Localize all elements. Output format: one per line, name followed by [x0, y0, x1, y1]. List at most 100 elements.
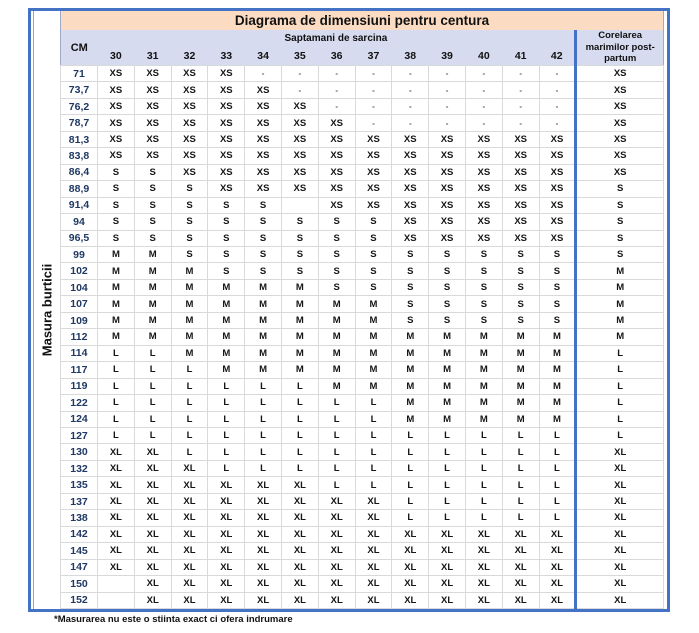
cm-value: 73,7	[60, 81, 98, 99]
cm-value: 137	[60, 492, 98, 511]
size-cell: -	[354, 97, 393, 116]
size-cell: S	[244, 213, 282, 231]
size-cell: XL	[133, 476, 172, 494]
size-cell: XS	[207, 180, 246, 198]
size-cell: XS	[207, 81, 246, 99]
size-cell: XL	[354, 509, 393, 527]
size-cell: M	[244, 361, 282, 379]
postpartum-size-cell: XL	[574, 542, 664, 560]
size-cell: M	[280, 328, 319, 346]
size-cell: L	[207, 410, 246, 428]
size-cell: XL	[170, 476, 209, 494]
size-cell: S	[207, 196, 246, 215]
size-cell: XS	[538, 180, 577, 198]
size-cell: S	[317, 278, 356, 297]
size-cell: S	[280, 245, 319, 264]
cm-value: 138	[60, 509, 98, 527]
size-cell: S	[501, 311, 540, 330]
size-cell: M	[464, 344, 503, 363]
size-cell: XL	[464, 525, 503, 544]
size-cell: L	[207, 377, 246, 396]
table-row: 91,4 S S S S S XS XS XS XS XS XS XS S	[60, 196, 664, 215]
size-cell: S	[428, 311, 466, 330]
week-column-header: 37	[355, 46, 392, 66]
size-cell: L	[244, 394, 282, 412]
size-cell: XS	[97, 64, 135, 83]
size-cell: L	[391, 476, 430, 494]
size-cell: M	[97, 295, 135, 313]
size-cell: XL	[170, 492, 209, 511]
size-cell: S	[501, 262, 540, 280]
size-cell: M	[391, 410, 430, 428]
size-cell: M	[538, 328, 577, 346]
size-cell: M	[464, 377, 503, 396]
size-cell: XS	[280, 97, 319, 116]
size-cell: S	[170, 245, 209, 264]
size-cell: XL	[354, 575, 393, 593]
size-cell: S	[97, 163, 135, 182]
size-cell: L	[280, 443, 319, 461]
size-cell: XS	[354, 196, 393, 215]
size-cell: XL	[464, 542, 503, 560]
postpartum-size-cell: L	[574, 426, 664, 445]
size-cell: M	[244, 344, 282, 363]
size-cell: XS	[133, 114, 172, 132]
size-cell: XS	[170, 97, 209, 116]
size-cell: XS	[244, 130, 282, 149]
size-cell: -	[501, 64, 540, 83]
postpartum-size-cell: XL	[574, 591, 664, 609]
size-cell: L	[391, 443, 430, 461]
size-cell: M	[207, 361, 246, 379]
size-cell: S	[244, 262, 282, 280]
size-cell: XL	[133, 558, 172, 577]
size-cell: XS	[428, 229, 466, 247]
postpartum-size-cell: XL	[574, 575, 664, 593]
size-cell: -	[464, 114, 503, 132]
size-cell: S	[538, 245, 577, 264]
week-column-header: 33	[207, 46, 245, 66]
size-cell: XS	[391, 180, 430, 198]
cm-value: 135	[60, 476, 98, 494]
size-cell: L	[280, 410, 319, 428]
size-cell: L	[538, 443, 577, 461]
size-cell: S	[391, 311, 430, 330]
cm-value: 147	[60, 558, 98, 577]
size-cell: XS	[133, 81, 172, 99]
size-cell: M	[538, 394, 577, 412]
size-cell: XS	[501, 163, 540, 182]
cm-value: 150	[60, 575, 98, 593]
size-cell: M	[133, 311, 172, 330]
size-cell: S	[170, 180, 209, 198]
size-cell: XS	[207, 97, 246, 116]
postpartum-size-cell: XL	[574, 443, 664, 461]
size-cell: S	[428, 245, 466, 264]
size-cell: M	[428, 328, 466, 346]
size-cell: XS	[354, 147, 393, 165]
size-cell: XL	[97, 509, 135, 527]
postpartum-size-cell: L	[574, 344, 664, 363]
table-row: 96,5 S S S S S S S S XS XS XS XS XS S	[60, 229, 664, 247]
size-cell: XL	[244, 476, 282, 494]
size-cell: -	[464, 97, 503, 116]
size-cell: XS	[244, 180, 282, 198]
size-cell: M	[538, 344, 577, 363]
size-cell: XS	[354, 130, 393, 149]
size-cell: S	[207, 229, 246, 247]
size-cell: M	[501, 344, 540, 363]
size-cell: L	[354, 476, 393, 494]
table-row: 94 S S S S S S S S XS XS XS XS XS S	[60, 213, 664, 231]
size-cell: L	[133, 344, 172, 363]
size-cell: L	[280, 394, 319, 412]
size-cell: XS	[317, 147, 356, 165]
size-cell: L	[538, 509, 577, 527]
table-row: 142 XL XL XL XL XL XL XL XL XL XL XL XL XL XL	[60, 525, 664, 544]
size-cell: L	[428, 426, 466, 445]
size-cell: L	[133, 426, 172, 445]
table-row: 112 M M M M M M M M M M M M M M	[60, 328, 664, 346]
size-cell: S	[97, 229, 135, 247]
postpartum-size-cell: L	[574, 394, 664, 412]
size-cell: XL	[317, 542, 356, 560]
size-cell: XL	[501, 575, 540, 593]
table-row: 99 M M S S S S S S S S S S S S	[60, 245, 664, 264]
table-row: 83,8 XS XS XS XS XS XS XS XS XS XS XS XS XS XS	[60, 147, 664, 165]
